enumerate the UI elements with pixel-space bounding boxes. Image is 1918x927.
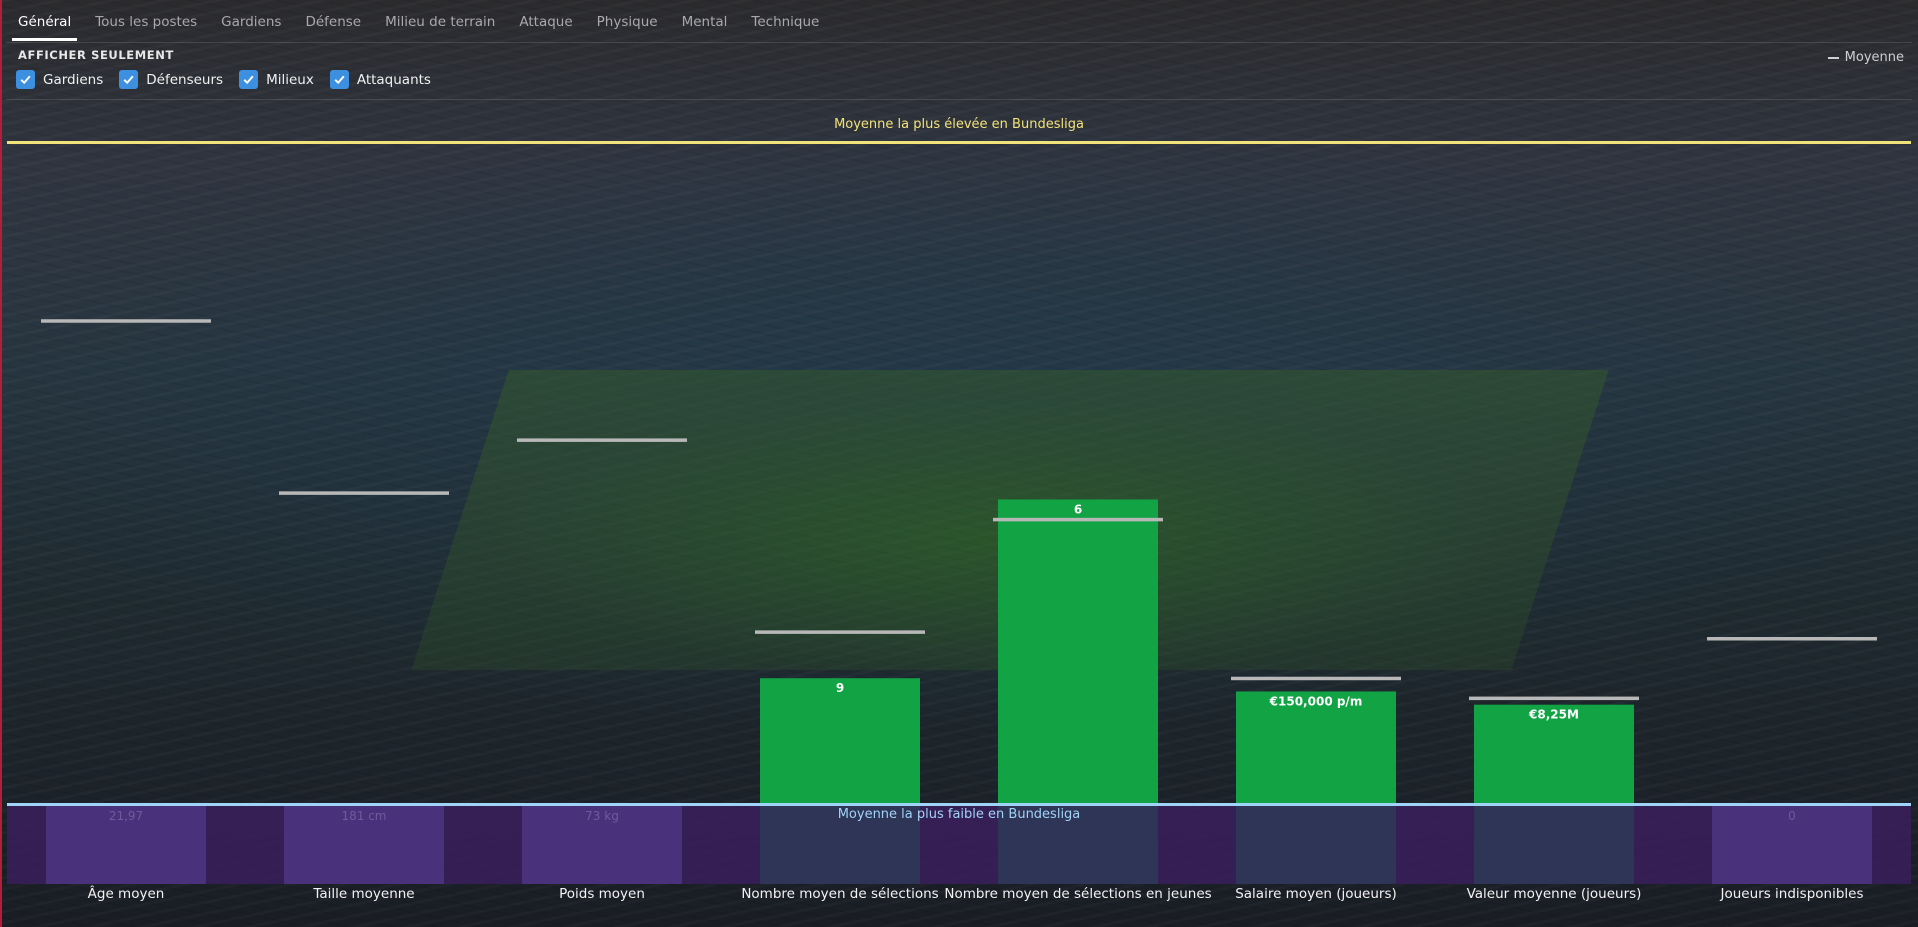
average-legend-swatch: [1827, 56, 1839, 59]
check-icon: [334, 75, 345, 85]
bar: [1236, 691, 1396, 804]
checkbox-milieux[interactable]: [239, 70, 259, 89]
band-cell: [46, 804, 206, 884]
band-value-label: 73 kg: [585, 809, 619, 823]
tab-technique[interactable]: Technique: [751, 14, 820, 30]
filter-gardiens[interactable]: Gardiens: [16, 70, 103, 89]
league-average-marker: [993, 517, 1163, 522]
league-average-marker: [517, 438, 687, 442]
league-average-marker: [279, 491, 449, 495]
bar-base-cell: [760, 804, 920, 884]
tab-mental[interactable]: Mental: [681, 14, 728, 30]
category-label: Joueurs indisponibles: [1720, 886, 1864, 902]
tab-physique[interactable]: Physique: [596, 14, 658, 30]
category-label: Nombre moyen de sélections: [741, 886, 938, 902]
filters-divider: [6, 99, 1912, 100]
bar: [760, 678, 920, 804]
filter-label: Attaquants: [356, 71, 431, 88]
check-icon: [20, 75, 31, 85]
bar-base-cell: [1236, 804, 1396, 884]
checkbox-defenseurs[interactable]: [119, 70, 139, 89]
tab-tous-les-postes[interactable]: Tous les postes: [95, 14, 198, 30]
squad-comparison-chart: Moyenne la plus élevée en Bundesliga 21,9…: [7, 117, 1911, 902]
lowest-average-line: [7, 803, 1911, 806]
highest-average-label: Moyenne la plus élevée en Bundesliga: [834, 117, 1084, 132]
band-value-label: 0: [1788, 809, 1796, 823]
band-value-label: 181 cm: [341, 809, 386, 823]
filter-defenseurs[interactable]: Défenseurs: [119, 70, 223, 89]
tab-attaque[interactable]: Attaque: [519, 14, 573, 30]
check-icon: [243, 75, 254, 85]
league-average-marker: [1469, 696, 1639, 701]
lowest-average-label: Moyenne la plus faible en Bundesliga: [838, 807, 1081, 822]
tab-bar: Général Tous les postes Gardiens Défense…: [6, 0, 831, 42]
tab-defense[interactable]: Défense: [305, 14, 362, 30]
category-label: Poids moyen: [559, 886, 645, 902]
chart-legend: Moyenne: [1827, 50, 1904, 65]
tabs-divider: [6, 42, 1912, 43]
bar-base-cell: [998, 804, 1158, 884]
bar-base-cell: [1474, 804, 1634, 884]
band-cell: [284, 804, 444, 884]
category-label: Nombre moyen de sélections en jeunes: [944, 886, 1211, 902]
tab-milieu-de-terrain[interactable]: Milieu de terrain: [385, 14, 496, 30]
filter-label: Gardiens: [43, 71, 104, 88]
category-label: Valeur moyenne (joueurs): [1467, 886, 1642, 902]
bar-value-label: €8,25M: [1528, 708, 1579, 722]
tab-general[interactable]: Général: [6, 0, 83, 42]
bar: [1474, 704, 1634, 804]
filter-milieux[interactable]: Milieux: [239, 70, 314, 89]
band-cell: [1712, 804, 1872, 884]
band-value-label: 21,97: [109, 809, 143, 823]
bar-value-label: 9: [836, 681, 844, 695]
category-label: Âge moyen: [88, 884, 165, 902]
league-average-marker: [755, 630, 925, 634]
bar-value-label: €150,000 p/m: [1269, 694, 1363, 708]
league-average-marker: [41, 319, 211, 323]
filter-attaquants[interactable]: Attaquants: [329, 70, 431, 89]
bar-value-label: 6: [1074, 502, 1082, 516]
position-filters: Gardiens Défenseurs Milieux Attaquants: [16, 70, 447, 89]
league-average-marker: [1707, 637, 1877, 641]
filter-title: AFFICHER SEULEMENT: [18, 48, 174, 62]
check-icon: [123, 75, 134, 85]
category-label: Taille moyenne: [312, 886, 414, 902]
tab-gardiens[interactable]: Gardiens: [221, 14, 282, 30]
highest-average-line: [7, 141, 1911, 144]
average-legend-label: Moyenne: [1844, 50, 1904, 65]
left-accent-bar: [0, 0, 2, 927]
band-cell: [522, 804, 682, 884]
checkbox-gardiens[interactable]: [16, 70, 35, 89]
filter-label: Milieux: [266, 71, 314, 88]
category-label: Salaire moyen (joueurs): [1235, 886, 1397, 902]
checkbox-attaquants[interactable]: [329, 70, 349, 89]
filter-label: Défenseurs: [146, 71, 224, 88]
bar: [998, 499, 1158, 804]
league-average-marker: [1231, 676, 1401, 681]
